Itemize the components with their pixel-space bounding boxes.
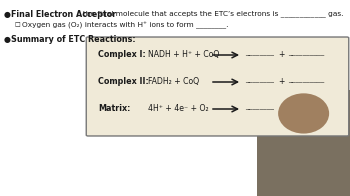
Text: Oxygen gas (O₂) interacts with H⁺ ions to form ________.: Oxygen gas (O₂) interacts with H⁺ ions t… <box>22 22 233 29</box>
Text: FADH₂ + CoQ: FADH₂ + CoQ <box>148 77 199 86</box>
FancyBboxPatch shape <box>86 37 349 136</box>
Text: Final Electron Acceptor: Final Electron Acceptor <box>11 10 116 19</box>
Text: +: + <box>278 50 284 59</box>
Bar <box>257 90 350 196</box>
Text: Complex II:: Complex II: <box>98 77 149 86</box>
Ellipse shape <box>278 93 329 133</box>
Text: □: □ <box>14 22 20 27</box>
Text: 4H⁺ + 4e⁻ + O₂: 4H⁺ + 4e⁻ + O₂ <box>148 104 209 113</box>
Text: __________: __________ <box>288 50 324 56</box>
Text: __________: __________ <box>288 77 324 83</box>
Text: ●: ● <box>4 10 11 19</box>
Text: ________: ________ <box>245 50 274 56</box>
Text: NADH + H⁺ + CoQ: NADH + H⁺ + CoQ <box>148 50 219 59</box>
Text: Complex I:: Complex I: <box>98 50 146 59</box>
Text: Matrix:: Matrix: <box>98 104 130 113</box>
Text: ________: ________ <box>245 77 274 83</box>
Text: Summary of ETC Reactions:: Summary of ETC Reactions: <box>11 35 136 44</box>
Text: ●: ● <box>4 35 11 44</box>
Text: ________: ________ <box>245 104 274 110</box>
Text: : the final molecule that accepts the ETC’s electrons is ____________ gas.: : the final molecule that accepts the ET… <box>78 10 343 17</box>
Text: +: + <box>278 77 284 86</box>
